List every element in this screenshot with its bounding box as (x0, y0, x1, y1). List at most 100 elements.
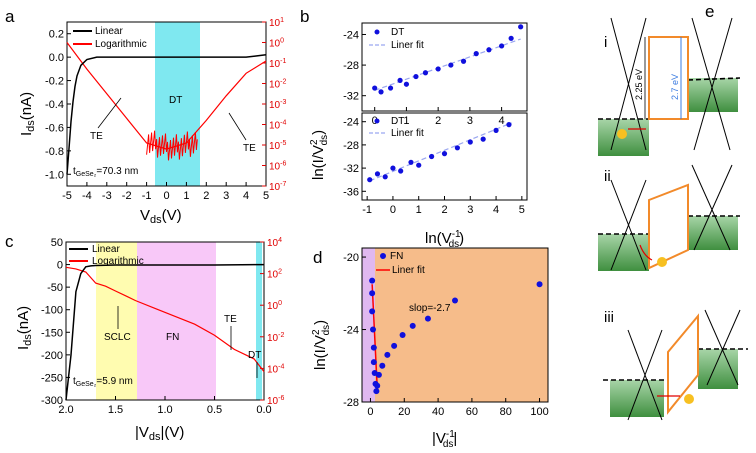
legend-dt-swatch-2 (374, 118, 380, 124)
b-xtick-label: 2 (435, 115, 441, 127)
c-ytick-label: -100 (41, 305, 63, 317)
legend-fit-d: Liner fit (392, 265, 425, 276)
dt-point (390, 165, 396, 171)
d-ticks: -20 -24 -28 0 20 40 60 80 100 (343, 252, 549, 418)
dt-point (378, 89, 384, 95)
a-ytick-label: 0.0 (49, 52, 64, 64)
c-ytick-label: 0 (57, 260, 63, 272)
panel-a: a DT 0.2 0.0 -0.2 -0.4 -0.6 -0.8 -1.0 -5 -4 -3 -2… (5, 7, 286, 226)
right-electrode-iii (698, 349, 738, 389)
y-axis-label-c: Ids(nA) (15, 306, 34, 350)
right-tick-label: 100 (269, 38, 284, 50)
c-xtick-label: 0.0 (256, 404, 271, 416)
right-tick-label: 10-6 (269, 161, 286, 173)
band-diagram-ii: ii (598, 164, 740, 271)
sub-label-iii: iii (604, 309, 614, 326)
slope-annotation: slop=-2.7 (409, 303, 451, 314)
dt-point (398, 168, 404, 174)
sclc-label: SCLC (104, 332, 131, 343)
legend-fit-bottom: Liner fit (391, 128, 424, 139)
band-line-iii-3 (704, 309, 739, 386)
right-tick-label: 101 (269, 17, 284, 29)
fermi-level-ii (598, 215, 740, 235)
b-xtick-label: 3 (467, 204, 473, 216)
panel-c-label: c (5, 232, 14, 251)
dt-point (486, 47, 492, 53)
a-xtick-label: 0 (163, 190, 169, 202)
c-ytick-label: -50 (47, 282, 63, 294)
panel-d-label: d (313, 248, 322, 267)
dt-point (518, 24, 524, 30)
fermi-level-i (598, 77, 741, 120)
right-tick-label: 10-4 (267, 363, 284, 375)
a-xtick-label: 4 (243, 190, 249, 202)
logarithmic-curve-c (65, 266, 265, 372)
band-line-ii-2 (610, 179, 647, 271)
a-xtick-label: 2 (203, 190, 209, 202)
b-xtick-label: -1 (362, 204, 372, 216)
b-xtick-label: 2 (441, 204, 447, 216)
c-left-ticks: 50 0 -50 -100 -150 -200 -250 -300 (41, 237, 70, 407)
dt-point (374, 171, 381, 177)
fn-point (409, 322, 416, 329)
right-tick-label: 102 (267, 269, 282, 281)
dt-point (493, 127, 499, 133)
legend-linear-c: Linear (92, 244, 120, 255)
fn-point (391, 342, 398, 349)
fn-point (369, 290, 376, 297)
right-tick-label: 10-6 (267, 395, 284, 407)
x-axis-label-d: |V-1 ds| (432, 429, 457, 450)
y-axis-label-a: Ids(nA) (18, 92, 37, 136)
sub-label-i: i (604, 34, 607, 51)
c-ytick-label: -300 (41, 395, 63, 407)
c-ytick-label: -200 (41, 350, 63, 362)
a-xtick-label: -3 (102, 190, 112, 202)
b-xtick-label: 1 (416, 204, 422, 216)
fn-point (373, 388, 380, 395)
fn-point (399, 331, 406, 338)
d-ytick-label: -28 (343, 397, 359, 409)
x-axis-label-c: |Vds|(V) (135, 424, 184, 443)
dt-point (403, 81, 410, 87)
c-xtick-label: 0.5 (207, 404, 222, 416)
dt-point (480, 136, 486, 142)
dt-point (397, 77, 403, 83)
a-xtick-label: -5 (62, 190, 72, 202)
a-xtick-label: -1 (142, 190, 152, 202)
c-xtick-label: 1.0 (157, 404, 172, 416)
fn-band (137, 242, 216, 400)
legend-dt-bottom: DT (391, 116, 404, 127)
legend-fit-top: Liner fit (391, 40, 424, 51)
b-top-points (372, 24, 524, 95)
dt-band-label: DT (169, 95, 182, 106)
c-ytick-label: -250 (41, 372, 63, 384)
dt-point (435, 66, 441, 72)
barrier-i (648, 36, 689, 120)
dt-point (382, 174, 388, 180)
right-tick-label: 10-4 (269, 120, 286, 132)
right-tick-label: 10-1 (269, 58, 286, 70)
legend-logarithmic-c: Logarithmic (92, 256, 144, 267)
d-xtick-label: 20 (398, 406, 410, 418)
a-xtick-label: 1 (183, 190, 189, 202)
d-ytick-label: -20 (343, 252, 359, 264)
c-ytick-label: -150 (41, 327, 63, 339)
fn-point (379, 362, 386, 369)
orange-background (362, 248, 548, 402)
dt-point (506, 122, 512, 128)
b-bottom-points (367, 122, 512, 183)
band-diagram-i: i 2.25 eV 2.7 eV (598, 17, 741, 156)
fn-point (374, 382, 381, 389)
d-ytick-label: -24 (343, 325, 359, 337)
right-tick-label: 100 (267, 300, 282, 312)
dt-point (508, 35, 514, 41)
fn-point (424, 315, 431, 322)
band-line-iii-4 (706, 309, 741, 386)
barrier-right-label: 2.7 eV (670, 74, 680, 100)
b-xtick-label: 3 (467, 115, 473, 127)
legend-logarithmic: Logarithmic (95, 39, 147, 50)
right-axis-ticks: 101 100 10-1 10-2 10-3 10-4 10-5 10-6 10-7 (262, 17, 286, 193)
a-ytick-label: -0.2 (45, 76, 64, 88)
bottom-axis-ticks: -5 -4 -3 -2 -1 0 1 2 3 4 5 (62, 182, 269, 202)
